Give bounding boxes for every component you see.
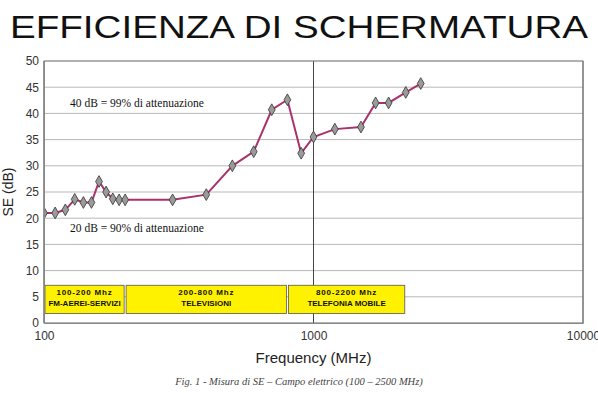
y-tick: 25 xyxy=(26,185,44,199)
series-marker xyxy=(71,193,78,205)
x-tick: 1000 xyxy=(301,323,328,343)
band-label: 100-200 Mhz xyxy=(57,288,113,297)
y-axis-title: SE (dB) xyxy=(0,167,16,216)
y-tick-label: 20 xyxy=(26,212,40,226)
band-box xyxy=(288,285,404,313)
chart: EFFICIENZA DI SCHERMATURA 100-200 Mhz FM-A… xyxy=(0,0,598,393)
series-marker xyxy=(88,197,95,209)
y-tick: 30 xyxy=(26,159,44,173)
title: EFFICIENZA DI SCHERMATURA xyxy=(10,10,588,45)
band-box xyxy=(126,285,286,313)
y-tick-label: 30 xyxy=(26,159,40,173)
series-line xyxy=(44,84,421,213)
series-marker xyxy=(310,131,317,143)
y-tick: 15 xyxy=(26,238,44,252)
y-tick: 10 xyxy=(26,264,44,278)
annotation: 40 dB = 99% di attenuazione xyxy=(70,97,204,109)
series-marker xyxy=(52,207,59,219)
y-tick-label: 40 xyxy=(26,107,40,121)
x-tick-label: 1000 xyxy=(301,329,328,343)
x-tick-label: 10000 xyxy=(567,329,598,343)
y-axis-line xyxy=(44,62,45,324)
y-tick: 50 xyxy=(26,54,44,68)
plot-area xyxy=(44,78,424,314)
plot-background xyxy=(44,61,583,323)
grid xyxy=(44,61,583,323)
band-label: 200-800 Mhz xyxy=(178,288,234,297)
series-marker xyxy=(402,87,409,99)
series-marker xyxy=(96,176,103,188)
y-tick-label: 0 xyxy=(32,316,39,330)
y-tick: 45 xyxy=(26,81,44,95)
series-marker xyxy=(358,121,365,133)
x-axis-line xyxy=(45,323,584,324)
x-axis: 100 1000 10000 xyxy=(34,323,598,343)
y-tick-label: 45 xyxy=(26,81,40,95)
band-sublabel: TELEVISIONI xyxy=(181,299,231,308)
y-tick-label: 25 xyxy=(26,185,40,199)
x-axis-title: Frequency (MHz) xyxy=(256,349,372,366)
series-marker xyxy=(103,186,110,198)
plot-frame xyxy=(44,61,583,323)
series-marker xyxy=(62,204,69,216)
annotation: 20 dB = 90% di attenuazione xyxy=(70,222,204,234)
series-marker xyxy=(122,194,129,206)
series-marker xyxy=(203,189,210,201)
y-tick: 5 xyxy=(32,290,44,304)
series-marker xyxy=(298,147,305,159)
y-axis: 0 5 10 15 20 25 30 35 40 45 50 xyxy=(26,54,45,330)
y-tick: 0 xyxy=(32,316,44,330)
y-tick-label: 10 xyxy=(26,264,40,278)
band-box xyxy=(45,285,124,313)
y-tick-label: 15 xyxy=(26,238,40,252)
series-marker xyxy=(250,146,257,158)
series-marker xyxy=(385,97,392,109)
band-sublabel: TELEFONIA MOBILE xyxy=(307,299,386,308)
y-tick-label: 50 xyxy=(26,54,40,68)
series-marker xyxy=(169,194,176,206)
y-tick: 20 xyxy=(26,212,44,226)
caption: Fig. 1 - Misura di SE – Campo elettrico … xyxy=(174,376,423,388)
series-marker xyxy=(284,94,291,106)
series-marker xyxy=(417,78,424,90)
y-tick: 35 xyxy=(26,133,44,147)
y-tick-label: 5 xyxy=(32,290,39,304)
x-tick: 10000 xyxy=(567,323,598,343)
band-label: 800-2200 Mhz xyxy=(316,288,377,297)
y-tick: 40 xyxy=(26,107,44,121)
series-marker xyxy=(229,160,236,172)
band-sublabel: FM-AEREI-SERVIZI xyxy=(48,299,120,308)
x-grid-line xyxy=(313,61,314,323)
y-tick-label: 35 xyxy=(26,133,40,147)
x-tick-label: 100 xyxy=(34,329,54,343)
series-marker xyxy=(109,193,116,205)
series-marker xyxy=(372,97,379,109)
series-marker xyxy=(80,197,87,209)
band-labels: 100-200 Mhz FM-AEREI-SERVIZI 200-800 Mhz TE… xyxy=(48,288,386,308)
series-marker xyxy=(331,123,338,135)
series-marker xyxy=(268,104,275,116)
